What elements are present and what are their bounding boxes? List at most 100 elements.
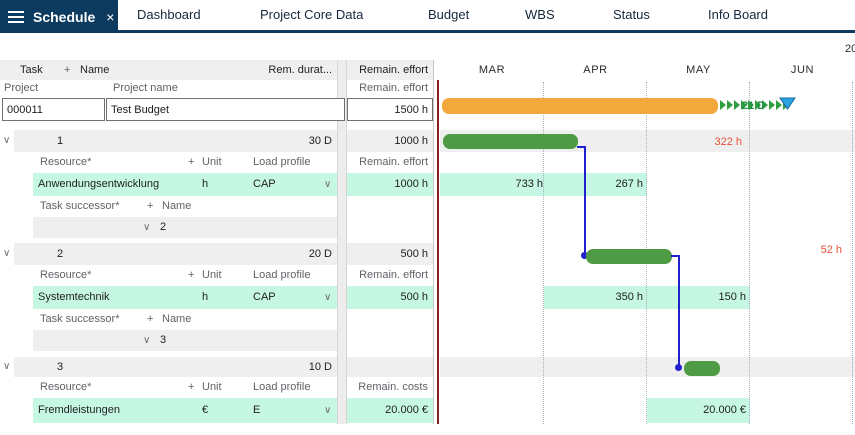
load-profile-label: Load profile bbox=[253, 269, 311, 281]
gridline-jul bbox=[852, 82, 853, 424]
successor-row-band bbox=[33, 217, 337, 238]
task-effort bbox=[347, 357, 433, 377]
tab-status[interactable]: Status bbox=[613, 7, 650, 22]
link-dot bbox=[675, 364, 682, 371]
resource-header-row-3: Resource* + Unit Load profile Remain. co… bbox=[0, 378, 440, 397]
resource-profile: CAP bbox=[253, 178, 276, 190]
expander-chevron-icon[interactable]: ∨ bbox=[3, 248, 11, 259]
task-id: 2 bbox=[57, 248, 64, 260]
project-label-row: Project Project name Remain. effort bbox=[0, 80, 440, 97]
task-duration: 30 D bbox=[308, 135, 332, 147]
link-dot bbox=[581, 252, 588, 259]
task-duration: 10 D bbox=[308, 361, 332, 373]
tab-budget[interactable]: Budget bbox=[428, 7, 470, 22]
resource-row-band bbox=[33, 398, 337, 423]
resource-header-row-1: Resource* + Unit Load profile Remain. ef… bbox=[0, 153, 440, 172]
dropdown-chevron-icon[interactable]: ∨ bbox=[324, 292, 332, 303]
task3-gantt-bar[interactable] bbox=[684, 361, 720, 376]
remain-effort-label: Remain. effort bbox=[359, 269, 428, 281]
resource-profile: E bbox=[253, 404, 261, 416]
expander-chevron-icon[interactable]: ∨ bbox=[3, 361, 11, 372]
col-header-effort: Remain. effort bbox=[347, 60, 433, 80]
plus-icon[interactable]: + bbox=[188, 381, 195, 393]
dropdown-chevron-icon[interactable]: ∨ bbox=[324, 179, 332, 190]
task-duration: 20 D bbox=[308, 248, 332, 260]
project-name-label: Project name bbox=[113, 82, 178, 94]
tab-info-board[interactable]: Info Board bbox=[708, 7, 768, 22]
successor-row-1[interactable]: ∨ 2 bbox=[0, 217, 440, 238]
project-name-input[interactable] bbox=[106, 98, 345, 121]
successor-id: 3 bbox=[160, 334, 167, 346]
resource1-month-value: 267 h bbox=[615, 178, 643, 190]
remain-costs-label: Remain. costs bbox=[358, 381, 428, 393]
link-connector bbox=[577, 146, 586, 148]
project-effort-input[interactable] bbox=[347, 98, 433, 121]
expander-chevron-icon[interactable]: ∨ bbox=[3, 135, 11, 146]
task-row-3[interactable]: ∨ 3 10 D bbox=[0, 357, 440, 377]
chart-resource-band-3 bbox=[647, 398, 750, 423]
resource-row-2[interactable]: Systemtechnik h CAP ∨ 500 h bbox=[0, 286, 440, 309]
task-successor-label: Task successor* bbox=[40, 200, 120, 212]
dropdown-chevron-icon[interactable]: ∨ bbox=[143, 335, 151, 346]
col-header-name: Name bbox=[80, 64, 110, 76]
plus-icon[interactable]: + bbox=[64, 64, 71, 76]
tab-schedule-label: Schedule bbox=[33, 8, 96, 25]
load-profile-label: Load profile bbox=[253, 381, 311, 393]
project-label: Project bbox=[4, 82, 39, 94]
gridline-apr bbox=[543, 82, 544, 424]
plus-icon[interactable]: + bbox=[188, 156, 195, 168]
resource1-month-value: 733 h bbox=[515, 178, 543, 190]
tab-wbs[interactable]: WBS bbox=[525, 7, 555, 22]
month-label-mar: MAR bbox=[478, 64, 506, 76]
resource-profile: CAP bbox=[253, 291, 276, 303]
unit-label: Unit bbox=[202, 381, 222, 393]
col-header-duration: Rem. durat... bbox=[268, 64, 332, 76]
table-header-row: Task + Name Rem. durat... Remain. effort bbox=[0, 60, 440, 80]
link-connector bbox=[584, 146, 586, 256]
resource-name: Fremdleistungen bbox=[38, 404, 120, 416]
hamburger-icon[interactable] bbox=[8, 10, 24, 23]
plus-icon[interactable]: + bbox=[147, 200, 154, 212]
close-icon[interactable]: × bbox=[106, 8, 115, 25]
successor-header-row-2: Task successor* + Name bbox=[0, 310, 440, 329]
resource3-month-value: 20.000 € bbox=[703, 404, 746, 416]
successor-row-2[interactable]: ∨ 3 bbox=[0, 330, 440, 351]
project-gantt-bar[interactable] bbox=[442, 98, 718, 114]
task1-overdue-label: 322 h bbox=[714, 136, 742, 148]
task2-gantt-bar[interactable] bbox=[586, 249, 672, 264]
today-line bbox=[437, 80, 439, 424]
resource-label: Resource* bbox=[40, 156, 92, 168]
task-effort: 500 h bbox=[347, 243, 433, 265]
task-row-2[interactable]: ∨ 2 20 D 500 h bbox=[0, 243, 440, 265]
resource-label: Resource* bbox=[40, 269, 92, 281]
resource-row-3[interactable]: Fremdleistungen € E ∨ 20.000 € bbox=[0, 398, 440, 423]
tab-schedule[interactable]: Schedule × bbox=[0, 0, 118, 33]
resource-row-1[interactable]: Anwendungsentwicklung h CAP ∨ 1000 h bbox=[0, 173, 440, 196]
plus-icon[interactable]: + bbox=[147, 313, 154, 325]
chart-task-band-3 bbox=[440, 357, 855, 377]
dropdown-chevron-icon[interactable]: ∨ bbox=[324, 405, 332, 416]
month-label-jun: JUN bbox=[790, 64, 815, 76]
project-id-input[interactable] bbox=[2, 98, 105, 121]
tab-project-core-data[interactable]: Project Core Data bbox=[260, 7, 364, 22]
dropdown-chevron-icon[interactable]: ∨ bbox=[143, 222, 151, 233]
year-label: 20 bbox=[845, 43, 855, 55]
tab-dashboard[interactable]: Dashboard bbox=[137, 7, 201, 22]
unit-label: Unit bbox=[202, 269, 222, 281]
successor-id: 2 bbox=[160, 221, 167, 233]
remain-effort-label: Remain. effort bbox=[359, 156, 428, 168]
unit-label: Unit bbox=[202, 156, 222, 168]
resource-unit: h bbox=[202, 291, 209, 303]
task-row-1[interactable]: ∨ 1 30 D 1000 h bbox=[0, 130, 440, 152]
plus-icon[interactable]: + bbox=[188, 269, 195, 281]
resource-label: Resource* bbox=[40, 381, 92, 393]
month-label-apr: APR bbox=[583, 64, 608, 76]
column-separator bbox=[337, 60, 347, 424]
load-profile-label: Load profile bbox=[253, 156, 311, 168]
col-header-task: Task bbox=[20, 64, 43, 76]
task1-gantt-bar[interactable] bbox=[443, 134, 578, 149]
tab-bar-underline bbox=[0, 30, 855, 33]
resource-unit: € bbox=[202, 404, 209, 416]
milestone-triangle-icon[interactable] bbox=[779, 97, 796, 110]
